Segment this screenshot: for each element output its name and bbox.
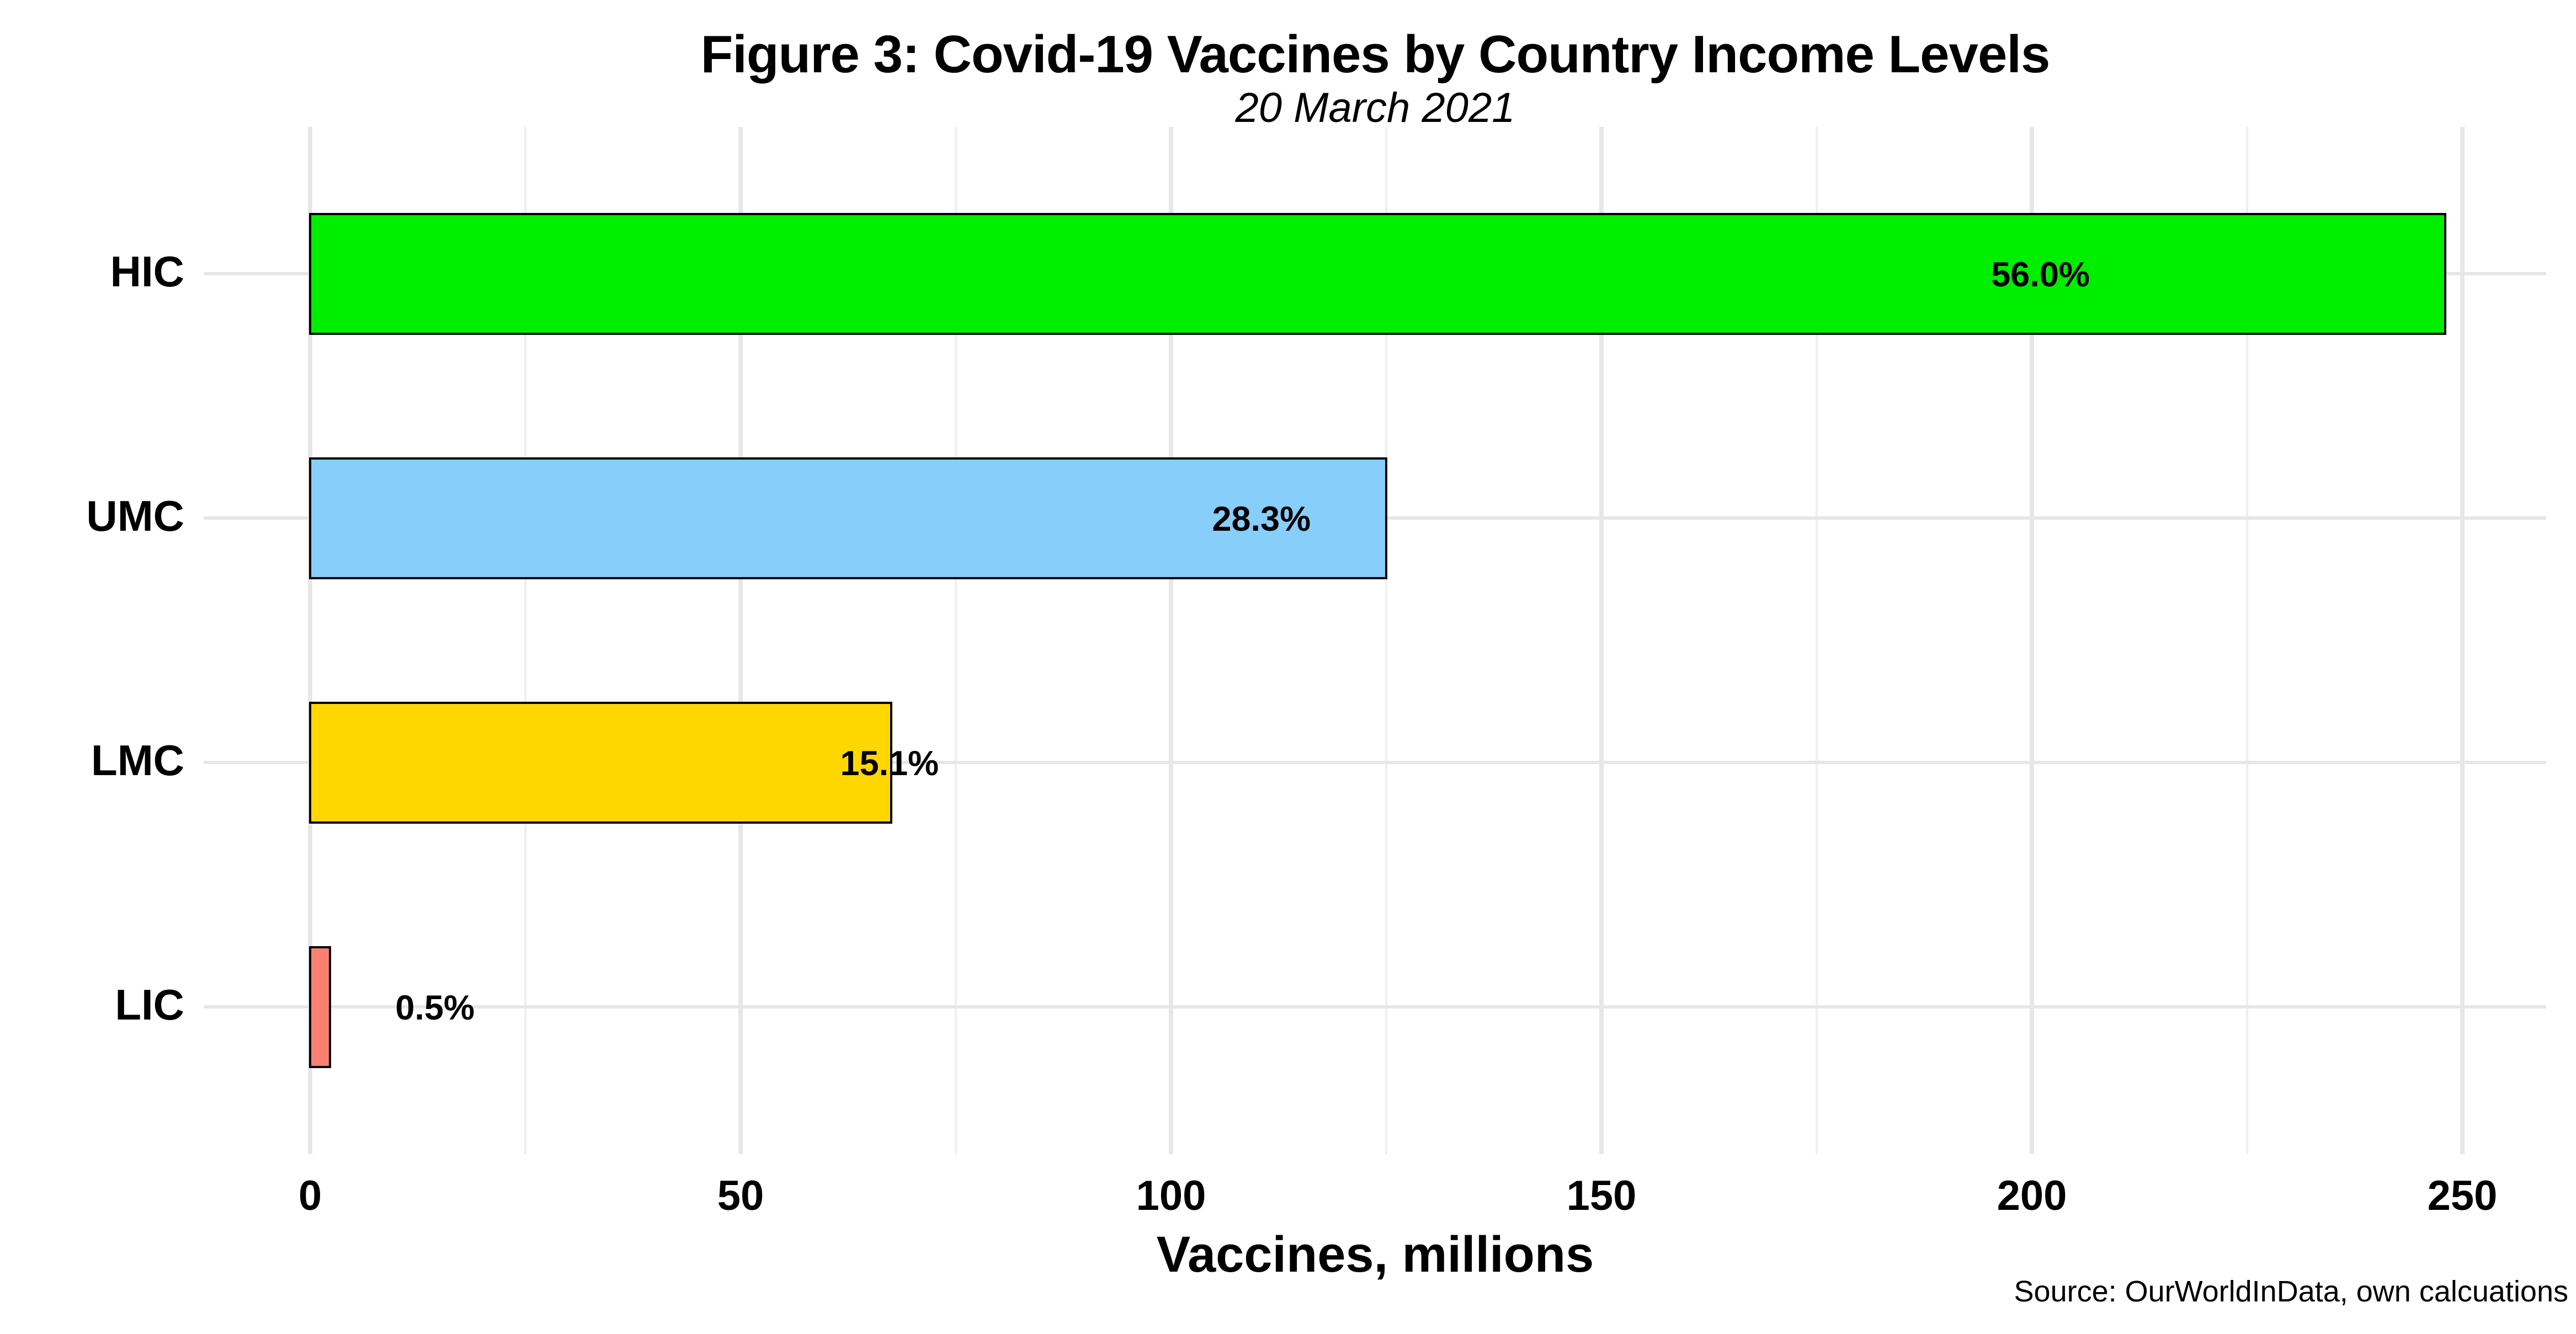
y-axis-label-HIC: HIC [110,247,184,296]
y-axis-label-LIC: LIC [115,980,184,1029]
x-tick-label-200: 200 [1997,1172,2067,1219]
chart-caption: Source: OurWorldInData, own calcuations [2014,1275,2568,1308]
y-axis-label-LMC: LMC [91,735,184,785]
chart-title: Figure 3: Covid-19 Vaccines by Country I… [700,25,2051,84]
bar-label-HIC: 56.0% [1991,255,2090,294]
gridline-minor-x175 [1816,127,1818,1154]
bar-label-LIC: 0.5% [395,989,475,1027]
x-tick-label-50: 50 [717,1172,764,1219]
gridline-major-x0 [308,127,312,1154]
x-axis-title: Vaccines, millions [1156,1226,1594,1283]
x-tick-label-250: 250 [2427,1172,2498,1219]
bar-label-LMC: 15.1% [840,744,939,783]
bar-UMC [309,457,1387,579]
gridline-major-x250 [2460,127,2465,1154]
gridline-row-LMC [204,761,2546,764]
gridline-major-x100 [1169,127,1173,1154]
bar-LMC [309,701,892,824]
gridline-major-x200 [2030,127,2034,1154]
bar-label-UMC: 28.3% [1212,500,1311,538]
x-tick-label-0: 0 [298,1172,322,1219]
gridline-major-x50 [738,127,743,1154]
x-tick-label-100: 100 [1136,1172,1206,1219]
bar-LIC [309,946,331,1068]
chart-subtitle: 20 March 2021 [1235,84,1515,131]
gridline-major-x150 [1599,127,1604,1154]
gridline-row-LIC [204,1005,2546,1008]
y-axis-label-UMC: UMC [86,491,184,540]
gridline-minor-x25 [524,127,526,1154]
gridline-minor-x75 [955,127,957,1154]
gridline-minor-x225 [2246,127,2248,1154]
bar-HIC [309,212,2446,335]
x-tick-label-150: 150 [1566,1172,1637,1219]
gridline-minor-x125 [1385,127,1387,1154]
